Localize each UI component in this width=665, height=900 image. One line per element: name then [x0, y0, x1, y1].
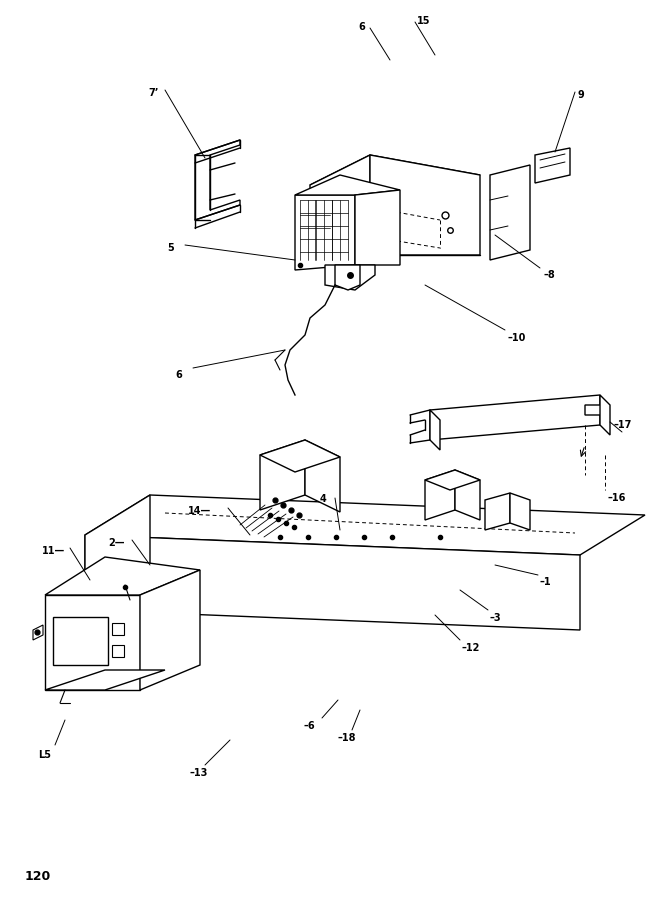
Text: –18: –18 — [337, 733, 356, 743]
Text: L5: L5 — [38, 750, 51, 760]
Text: 120: 120 — [25, 870, 51, 883]
Text: 2—: 2— — [108, 538, 124, 548]
Polygon shape — [455, 470, 480, 520]
Bar — [112, 623, 124, 635]
Polygon shape — [535, 148, 570, 183]
Text: –3: –3 — [490, 613, 501, 623]
Polygon shape — [260, 440, 340, 472]
Text: –17: –17 — [613, 420, 631, 430]
Polygon shape — [45, 595, 140, 690]
Text: –10: –10 — [508, 333, 527, 343]
Text: 6: 6 — [358, 22, 364, 32]
Polygon shape — [335, 265, 360, 290]
Polygon shape — [140, 570, 200, 690]
Text: 15: 15 — [417, 16, 430, 26]
Polygon shape — [305, 440, 340, 512]
Text: 9: 9 — [578, 90, 585, 100]
Text: 7’: 7’ — [148, 88, 158, 98]
Polygon shape — [485, 493, 510, 530]
Text: –12: –12 — [462, 643, 480, 653]
Polygon shape — [260, 440, 305, 510]
Text: –16: –16 — [607, 493, 625, 503]
Text: 6: 6 — [175, 370, 182, 380]
Polygon shape — [85, 495, 645, 555]
Polygon shape — [85, 535, 580, 630]
Text: 14—: 14— — [188, 506, 211, 516]
Polygon shape — [425, 470, 455, 520]
Polygon shape — [370, 155, 480, 255]
Polygon shape — [355, 190, 400, 265]
Polygon shape — [295, 195, 355, 270]
Text: –8: –8 — [543, 270, 555, 280]
Text: –6: –6 — [303, 721, 315, 731]
Polygon shape — [295, 175, 400, 195]
Polygon shape — [490, 165, 530, 260]
Bar — [112, 645, 124, 657]
Polygon shape — [45, 557, 200, 595]
Polygon shape — [325, 265, 375, 290]
Polygon shape — [45, 670, 165, 690]
Text: 5: 5 — [167, 243, 174, 253]
Text: 11—: 11— — [42, 546, 65, 556]
Polygon shape — [425, 470, 480, 490]
Polygon shape — [430, 395, 600, 440]
Text: –1: –1 — [540, 577, 552, 587]
Polygon shape — [600, 395, 610, 435]
Text: –13: –13 — [190, 768, 208, 778]
Text: 4: 4 — [320, 494, 327, 504]
Bar — [53, 617, 108, 665]
Polygon shape — [85, 495, 150, 610]
Polygon shape — [195, 140, 240, 220]
Polygon shape — [430, 410, 440, 450]
Polygon shape — [510, 493, 530, 530]
Polygon shape — [310, 155, 480, 205]
Polygon shape — [310, 155, 370, 260]
